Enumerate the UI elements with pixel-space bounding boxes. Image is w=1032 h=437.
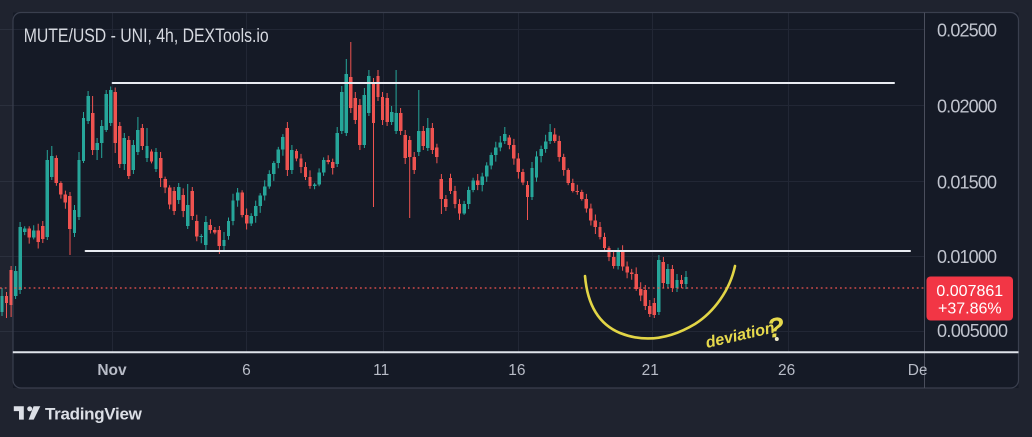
svg-text:+37.86%: +37.86% [938,301,1002,318]
svg-text:0.007861: 0.007861 [936,283,1003,300]
svg-text:26: 26 [778,362,795,379]
svg-text:TradingView: TradingView [45,405,143,424]
svg-text:0.02000: 0.02000 [937,97,997,117]
svg-text:16: 16 [508,362,525,379]
svg-text:11: 11 [373,362,389,379]
svg-text:0.01500: 0.01500 [937,173,997,193]
svg-text:21: 21 [642,362,659,379]
svg-text:?: ? [765,311,785,344]
svg-text:6: 6 [242,362,251,379]
svg-text:Nov: Nov [97,362,127,379]
svg-text:0.01000: 0.01000 [937,247,997,267]
svg-text:0.02500: 0.02500 [937,21,997,41]
svg-text:0.005000: 0.005000 [937,321,1008,341]
svg-text:MUTE/USD - UNI, 4h, DEXTools.i: MUTE/USD - UNI, 4h, DEXTools.io [24,26,269,47]
svg-text:Dec: Dec [908,362,936,379]
